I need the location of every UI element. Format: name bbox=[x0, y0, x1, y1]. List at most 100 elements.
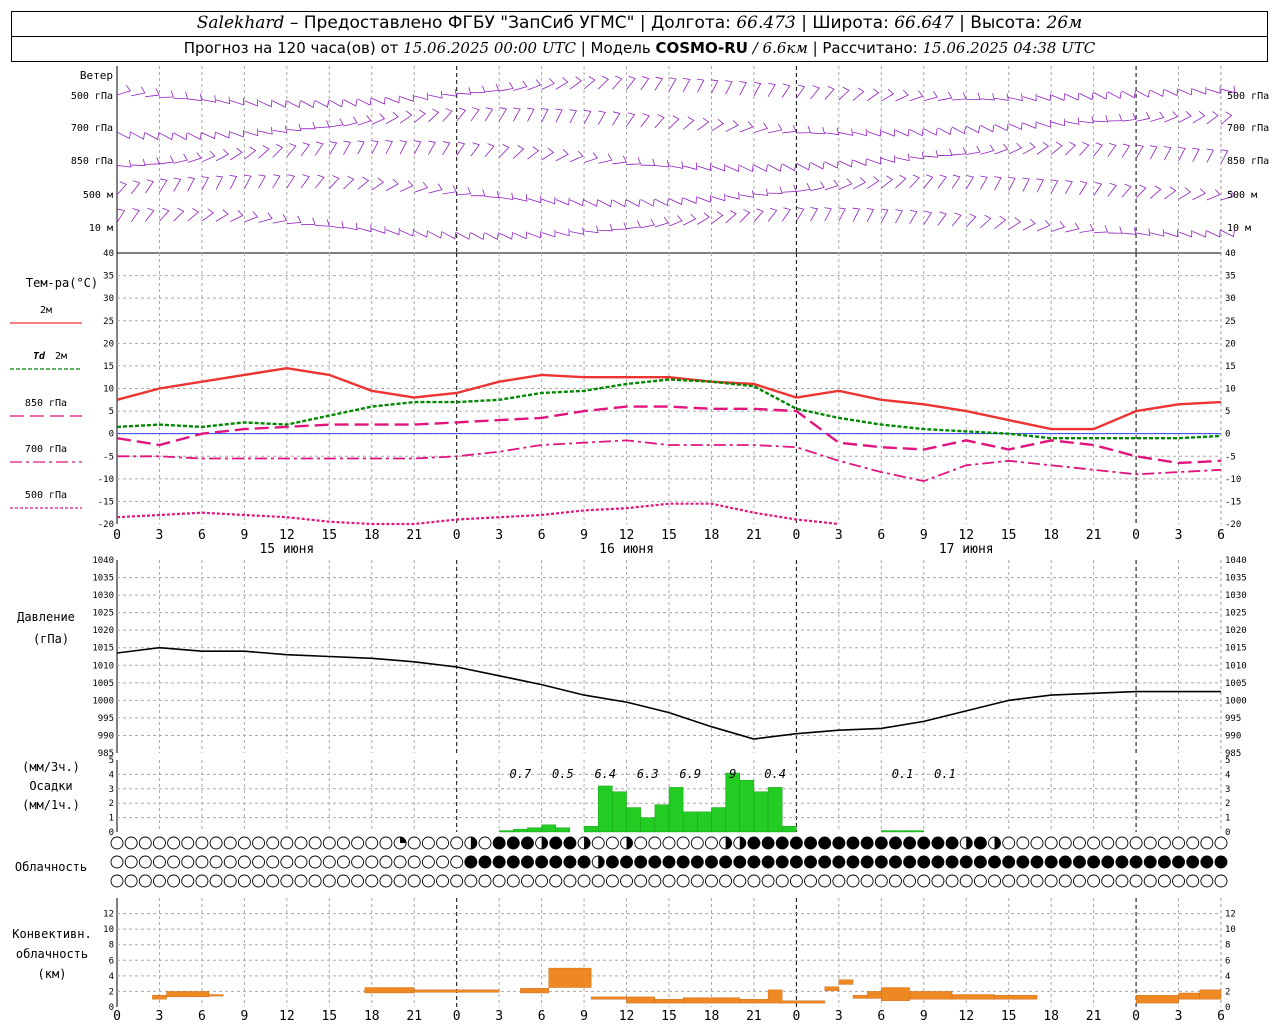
cloud-cover-fill bbox=[917, 837, 930, 849]
wind-barb bbox=[937, 127, 952, 136]
temp-tick-left: -20 bbox=[98, 520, 114, 530]
cloud-cover-circle bbox=[1186, 836, 1200, 850]
cloud-cover-circle bbox=[832, 874, 846, 888]
wind-barb bbox=[314, 174, 325, 189]
wind-barb bbox=[498, 107, 507, 122]
wind-barb bbox=[880, 208, 889, 223]
cloud-cover-circle bbox=[1115, 874, 1129, 888]
wind-barb bbox=[1220, 85, 1236, 94]
wind-barb bbox=[314, 141, 324, 156]
conv-tick-left: 0 bbox=[109, 1003, 114, 1013]
wind-barb bbox=[300, 122, 316, 130]
wind-barb bbox=[1036, 219, 1051, 232]
wind-barb bbox=[329, 221, 344, 229]
wind-barb bbox=[909, 209, 918, 224]
wind-barb bbox=[1050, 141, 1063, 155]
temp-tick-left: -10 bbox=[98, 475, 114, 485]
wind-barb bbox=[824, 85, 835, 100]
wind-barb bbox=[1150, 111, 1165, 122]
cloud-cover-circle bbox=[506, 874, 520, 888]
wind-barb bbox=[499, 192, 514, 201]
wind-barb bbox=[159, 207, 170, 222]
wind-barb bbox=[1107, 91, 1122, 100]
cloud-cover-circle bbox=[195, 855, 209, 869]
wind-barb bbox=[711, 193, 726, 202]
wind-barb bbox=[173, 153, 188, 164]
cloud-cover-fill bbox=[563, 837, 576, 849]
wind-barb bbox=[923, 128, 938, 136]
wind-barb bbox=[626, 112, 636, 127]
cloud-cover-fill bbox=[889, 837, 902, 849]
cloud-cover-fill bbox=[861, 856, 874, 868]
station-name: Salekhard bbox=[196, 13, 285, 33]
wind-barb bbox=[541, 196, 556, 205]
wind-barb bbox=[371, 177, 385, 191]
wind-barb bbox=[470, 189, 486, 197]
temp-xtick: 3 bbox=[835, 528, 843, 543]
wind-barb bbox=[923, 174, 934, 189]
conv-xtick: 15 bbox=[661, 1009, 677, 1024]
wind-barb bbox=[569, 227, 585, 235]
wind-barb bbox=[130, 180, 141, 195]
wind-barb bbox=[824, 127, 840, 136]
wind-barb bbox=[583, 76, 596, 90]
date-label: 17 июня bbox=[939, 542, 994, 557]
conv-xtick: 0 bbox=[453, 1009, 461, 1024]
wind-barb bbox=[1008, 93, 1023, 102]
cloud-cover-circle bbox=[1172, 836, 1185, 850]
conv-xtick: 6 bbox=[198, 1009, 206, 1024]
wind-barb bbox=[866, 88, 880, 102]
precip-tick-right: 4 bbox=[1225, 770, 1230, 780]
press-tick-left: 1040 bbox=[92, 556, 114, 566]
wind-barb bbox=[385, 178, 399, 192]
cloud-cover-fill bbox=[1200, 856, 1213, 868]
wind-barb bbox=[895, 128, 910, 137]
conv-cloud-bar bbox=[1178, 992, 1200, 1000]
wind-barb bbox=[838, 159, 853, 168]
wind-barb bbox=[1192, 147, 1200, 162]
cloud-cover-circle bbox=[591, 874, 605, 888]
temp-tick-right: -5 bbox=[1225, 452, 1236, 462]
temp-xtick: 9 bbox=[920, 528, 928, 543]
wind-barb bbox=[1008, 217, 1022, 230]
temp-series-line bbox=[116, 366, 1222, 431]
wind-barb bbox=[229, 175, 238, 190]
wind-barb bbox=[1079, 92, 1094, 101]
conv-xtick: 3 bbox=[156, 1009, 164, 1024]
wind-barb bbox=[1220, 149, 1229, 164]
wind-level-right: 850 гПа bbox=[1227, 156, 1269, 167]
wind-barb bbox=[881, 175, 893, 189]
cloud-cover-circle bbox=[676, 836, 690, 850]
wind-barb bbox=[145, 132, 160, 141]
cloud-cover-circle bbox=[266, 855, 280, 869]
press-tick-right: 1015 bbox=[1225, 644, 1247, 654]
cloud-cover-fill bbox=[634, 856, 647, 868]
wind-barb bbox=[116, 84, 132, 96]
wind-barb bbox=[201, 131, 216, 140]
cloud-cover-circle bbox=[1214, 874, 1228, 888]
wind-barb bbox=[258, 212, 273, 223]
wind-barb bbox=[1093, 142, 1103, 157]
model-name: COSMO-RU bbox=[655, 39, 748, 57]
conv-cloud-bar bbox=[682, 997, 740, 1004]
cloud-cover-circle bbox=[407, 836, 421, 850]
conv-cloud-bar bbox=[1199, 989, 1222, 1000]
conv-cloud-bar bbox=[782, 1000, 825, 1004]
wind-level-left: 850 гПа bbox=[71, 156, 113, 167]
cloud-cover-circle bbox=[1073, 874, 1086, 888]
wind-barb bbox=[810, 181, 825, 192]
conv-cloud-bar bbox=[654, 999, 684, 1004]
cloud-cover-circle bbox=[407, 874, 421, 888]
wind-barb bbox=[385, 227, 400, 236]
wind-barb bbox=[1192, 188, 1206, 201]
cloud-cover-circle bbox=[634, 874, 648, 888]
wind-barb bbox=[357, 176, 370, 190]
cloud-cover-circle bbox=[365, 836, 379, 850]
wind-barb bbox=[937, 211, 947, 226]
wind-barb bbox=[371, 140, 379, 155]
wind-barb bbox=[343, 222, 358, 231]
cloud-cover-fill bbox=[1186, 856, 1199, 868]
cloud-cover-circle bbox=[421, 836, 435, 850]
wind-barb bbox=[116, 160, 132, 168]
cloud-cover-fill bbox=[739, 837, 746, 849]
